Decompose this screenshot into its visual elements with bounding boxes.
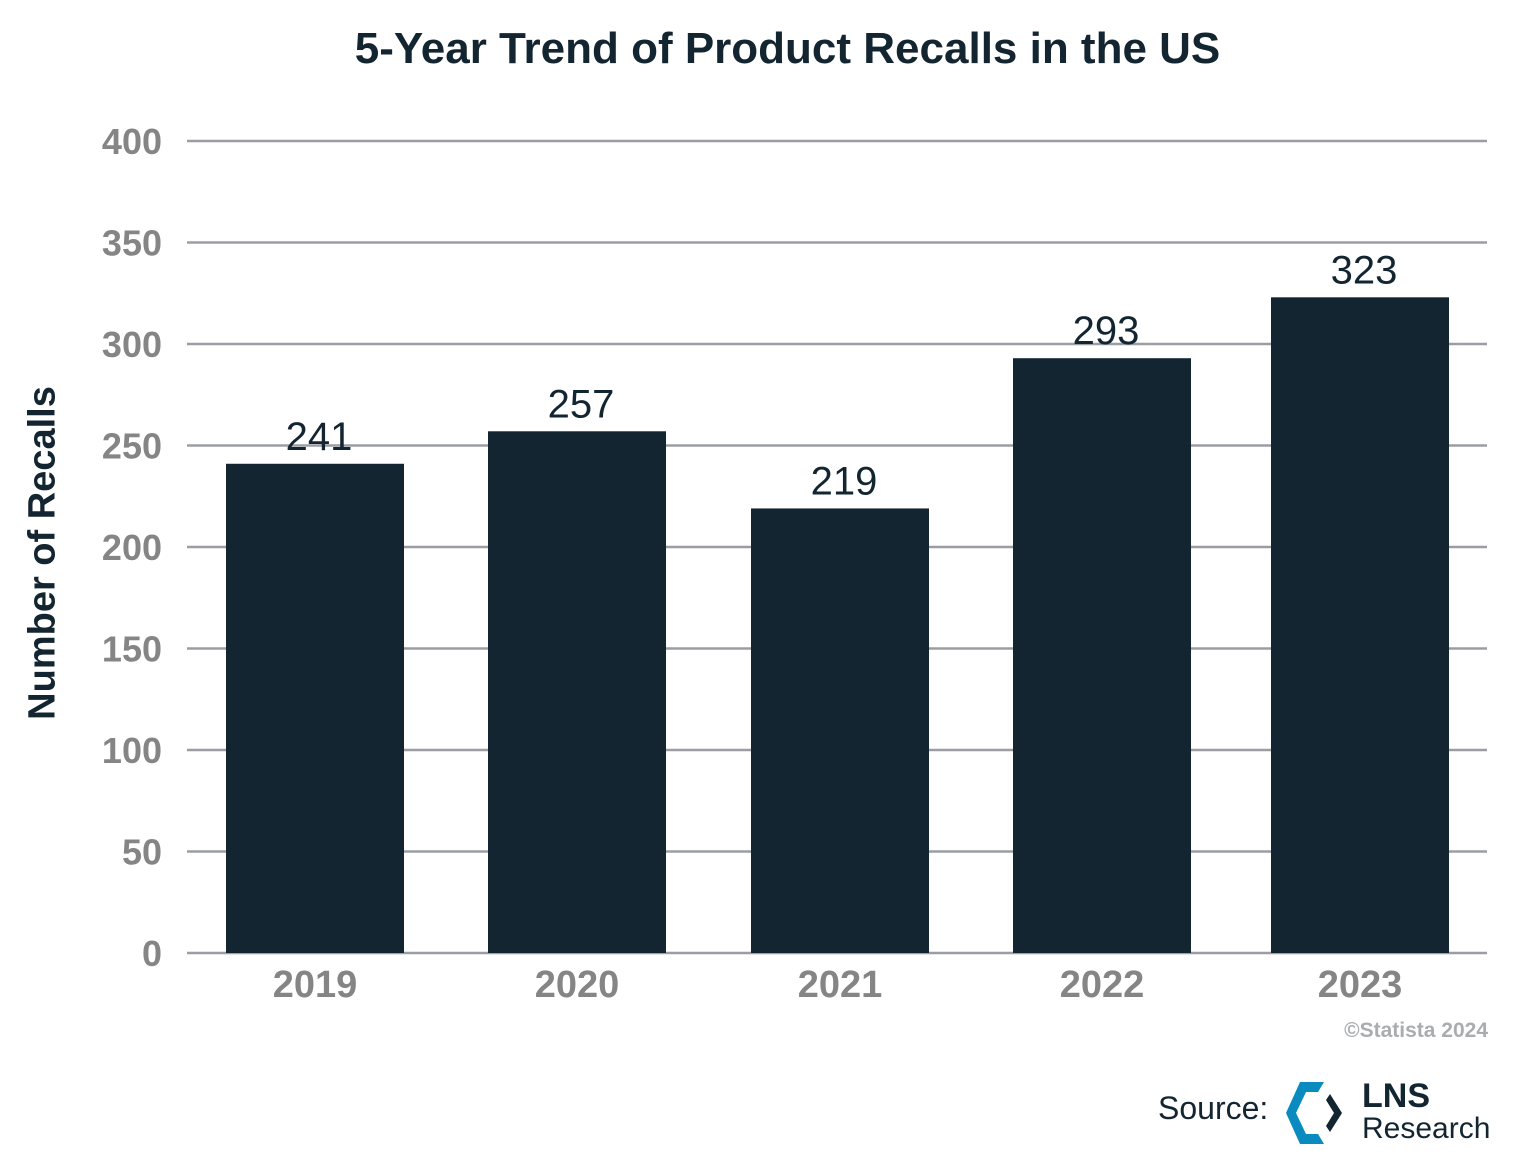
bar-2019 — [226, 463, 404, 953]
x-tick-label: 2020 — [535, 964, 620, 1006]
logo-text-lns: LNS — [1362, 1077, 1430, 1115]
chart-title: 5-Year Trend of Product Recalls in the U… — [354, 24, 1221, 73]
data-label: 293 — [1073, 309, 1140, 353]
y-tick-label: 300 — [102, 324, 162, 365]
y-tick-label: 400 — [102, 121, 162, 162]
y-tick-label: 350 — [102, 223, 162, 264]
data-label: 257 — [548, 382, 615, 426]
x-tick-label: 2019 — [273, 964, 358, 1006]
data-label: 323 — [1331, 248, 1398, 292]
y-tick-label: 200 — [102, 527, 162, 568]
copyright-text: ©Statista 2024 — [1344, 1019, 1488, 1042]
bar-2020 — [488, 431, 666, 953]
data-label: 219 — [811, 459, 878, 503]
logo-text-research: Research — [1362, 1112, 1491, 1145]
y-tick-label: 150 — [102, 629, 162, 670]
x-tick-label: 2021 — [798, 964, 883, 1006]
data-label: 241 — [286, 415, 353, 459]
y-tick-label: 0 — [142, 933, 162, 974]
x-tick-label: 2022 — [1060, 964, 1145, 1006]
y-tick-label: 50 — [122, 832, 162, 873]
bar-2023 — [1271, 297, 1449, 953]
x-tick-label: 2023 — [1318, 964, 1403, 1006]
y-tick-label: 100 — [102, 730, 162, 771]
bar-2022 — [1013, 358, 1191, 954]
y-tick-label: 250 — [102, 426, 162, 467]
source-label: Source: — [1158, 1090, 1269, 1126]
lns-logo-icon — [1286, 1082, 1342, 1144]
bar-2021 — [751, 508, 929, 953]
